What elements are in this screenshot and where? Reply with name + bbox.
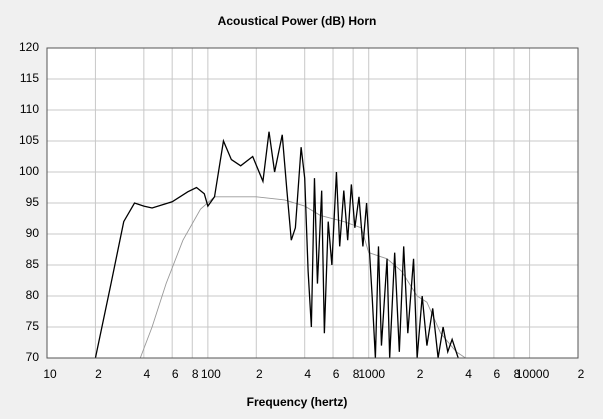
y-tick-label: 85 — [26, 257, 40, 271]
y-tick-label: 90 — [26, 226, 40, 240]
x-tick-label: 8 — [353, 367, 360, 381]
x-tick-label: 10000 — [516, 367, 550, 381]
y-tick-label: 115 — [20, 71, 39, 85]
x-tick-label: 2 — [95, 367, 102, 381]
x-tick-label: 2 — [417, 367, 424, 381]
y-tick-label: 95 — [26, 195, 40, 209]
y-tick-label: 100 — [19, 164, 39, 178]
x-tick-label: 6 — [494, 367, 501, 381]
series-line — [94, 131, 459, 358]
x-axis-label: Frequency (hertz) — [247, 395, 348, 409]
x-tick-label: 10 — [43, 367, 57, 381]
x-tick-label: 8 — [192, 367, 199, 381]
x-tick-label: 8 — [514, 367, 521, 381]
y-tick-label: 80 — [26, 288, 40, 302]
x-tick-label: 6 — [333, 367, 340, 381]
y-tick-label: 70 — [26, 350, 40, 364]
x-tick-label: 6 — [172, 367, 179, 381]
y-tick-label: 75 — [26, 319, 40, 333]
x-tick-label: 4 — [304, 367, 311, 381]
x-tick-label: 2 — [578, 367, 585, 381]
y-tick-label: 120 — [19, 40, 39, 54]
x-tick-label: 1000 — [358, 367, 385, 381]
x-tick-label: 2 — [256, 367, 263, 381]
chart-title: Acoustical Power (dB) Horn — [218, 14, 377, 28]
x-tick-label: 4 — [465, 367, 472, 381]
y-tick-label: 110 — [20, 102, 39, 116]
x-tick-label: 4 — [144, 367, 151, 381]
y-tick-label: 105 — [19, 133, 39, 147]
x-tick-label: 100 — [201, 367, 221, 381]
plot-frame — [46, 47, 579, 359]
